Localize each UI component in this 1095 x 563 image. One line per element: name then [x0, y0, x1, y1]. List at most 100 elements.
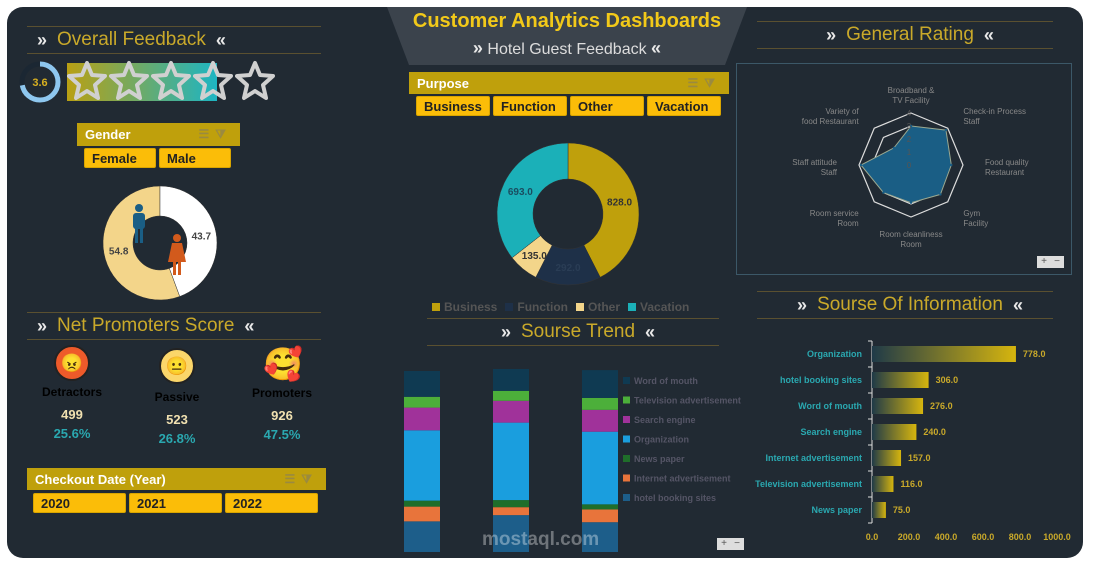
radar-point [944, 128, 948, 132]
radar-point [909, 124, 913, 128]
star-icon [193, 61, 233, 100]
purpose-vacation-button[interactable]: Vacation [647, 96, 721, 116]
purpose-slicer-header: Purpose ☰⧩ [409, 72, 729, 94]
purpose-other-button[interactable]: Other [570, 96, 644, 116]
clear-filter-icon[interactable]: ⧩ [301, 471, 318, 486]
category-label: hotel booking sites [780, 375, 862, 385]
chevron-left-icon: « [651, 38, 662, 58]
data-label: 778.0 [1023, 349, 1046, 359]
radar-tick-label: 0 [907, 161, 912, 170]
nps-count: 926 [271, 408, 293, 423]
legend-swatch [623, 396, 630, 404]
legend-label: Vacation [640, 300, 690, 314]
stacked-bar-segment [404, 370, 440, 397]
nps-passive: 😐 Passive 523 26.8% [127, 345, 227, 455]
chevron-left-icon: « [244, 315, 255, 336]
stacked-bar-segment [404, 506, 440, 522]
multi-select-icon[interactable]: ☰ [687, 75, 705, 90]
stacked-bar-segment [493, 400, 529, 423]
source-trend-chart: Word of mouth Television advertisement Sea… [404, 369, 741, 552]
radar-axis-label: Food quality Restaurant [985, 158, 1029, 177]
zoom-in-button[interactable]: + [1037, 256, 1051, 268]
donut-slice-female [102, 185, 181, 301]
rating-gauge: 3.6 [19, 61, 61, 103]
gender-option-female[interactable]: Female [84, 148, 156, 168]
radar-point [939, 193, 942, 196]
year-2020-button[interactable]: 2020 [33, 493, 126, 513]
radar-point [882, 191, 885, 194]
bar-internet-advertisement [872, 450, 902, 466]
radar-axis-label: Variety of food Restaurant [802, 107, 860, 126]
stacked-bar-segment [582, 431, 618, 505]
chevron-left-icon: « [983, 24, 994, 45]
multi-select-icon[interactable]: ☰ [284, 471, 302, 486]
radar-axis-label: Room cleanliness Room [879, 230, 942, 249]
legend-label: Business [444, 300, 498, 314]
clear-filter-icon[interactable]: ⧩ [704, 75, 721, 90]
data-label: 116.0 [900, 479, 922, 489]
purpose-function-button[interactable]: Function [493, 96, 567, 116]
donut-slice-vacation [496, 142, 569, 259]
year-2022-button[interactable]: 2022 [225, 493, 318, 513]
bar-news-paper [872, 502, 886, 518]
category-label: Organization [807, 349, 862, 359]
stacked-bar-segment [404, 430, 440, 501]
nps-detractors: 😠 Detractors 499 25.6% [22, 345, 122, 455]
star-icon [109, 61, 149, 100]
nps-count: 523 [166, 412, 188, 427]
legend-swatch [432, 303, 440, 311]
zoom-out-button[interactable]: − [730, 538, 744, 550]
nps-promoters: 🥰 Promoters 926 47.5% [232, 345, 332, 455]
purpose-donut-chart: 828.0 292.0 135.0 693.0 [496, 142, 640, 286]
stacked-bar-segment [582, 504, 618, 510]
male-figure-icon [133, 204, 145, 243]
radar-axis-label: Gym Facility [963, 209, 988, 228]
radar-axis-label: Check-in Process Staff [963, 107, 1026, 126]
legend-swatch [628, 303, 637, 311]
source-trend-title: » Sourse Trend « [427, 318, 719, 346]
smiling-hearts-face-icon: 🥰 [263, 346, 303, 382]
star-rating [67, 59, 275, 103]
x-tick-label: 0.0 [866, 532, 879, 542]
stacked-bar-segment [582, 509, 618, 523]
checkout-slicer-title: Checkout Date (Year) [35, 471, 166, 487]
gender-slicer-header: Gender ☰⧩ [77, 123, 240, 146]
data-label: 135.0 [522, 251, 547, 262]
radar-tick-label: 1 [907, 148, 912, 157]
legend-label: hotel booking sites [634, 493, 716, 503]
chevron-right-icon: » [472, 38, 483, 58]
angry-face-icon: 😠 [54, 345, 90, 381]
category-label: Search engine [800, 427, 862, 437]
nps-label: Detractors [41, 385, 103, 399]
stacked-bar-segment [582, 397, 618, 410]
radar-axis-label: Staff attitude Staff [792, 158, 838, 177]
stacked-bar-segment [582, 522, 618, 552]
bar-search-engine [872, 424, 917, 440]
chevron-right-icon: » [37, 315, 48, 336]
chevron-right-icon: » [37, 29, 48, 50]
x-tick-label: 1000.0 [1043, 532, 1071, 542]
zoom-out-button[interactable]: − [1050, 256, 1064, 268]
legend-swatch [505, 303, 514, 311]
gender-option-male[interactable]: Male [159, 148, 231, 168]
clear-filter-icon[interactable]: ⧩ [215, 127, 232, 141]
data-label: 54.8 [109, 246, 129, 257]
chevron-left-icon: « [1012, 294, 1023, 315]
legend-label: Internet advertisement [634, 474, 731, 484]
chevron-right-icon: » [797, 294, 808, 315]
data-label: 157.0 [908, 453, 931, 463]
year-2021-button[interactable]: 2021 [129, 493, 222, 513]
legend-label: Function [517, 300, 569, 314]
purpose-business-button[interactable]: Business [416, 96, 490, 116]
multi-select-icon[interactable]: ☰ [198, 127, 216, 141]
nps-count: 499 [61, 407, 83, 422]
stacked-bar-segment [493, 500, 529, 508]
x-tick-label: 200.0 [898, 532, 921, 542]
zoom-in-button[interactable]: + [717, 538, 731, 550]
stacked-bar-segment [404, 407, 440, 431]
legend-swatch [623, 416, 630, 423]
dashboard-subtitle: » Hotel Guest Feedback « [472, 38, 662, 58]
stacked-bar-segment [582, 409, 618, 432]
neutral-face-icon: 😐 [159, 348, 195, 384]
nps-pct: 26.8% [158, 431, 196, 446]
